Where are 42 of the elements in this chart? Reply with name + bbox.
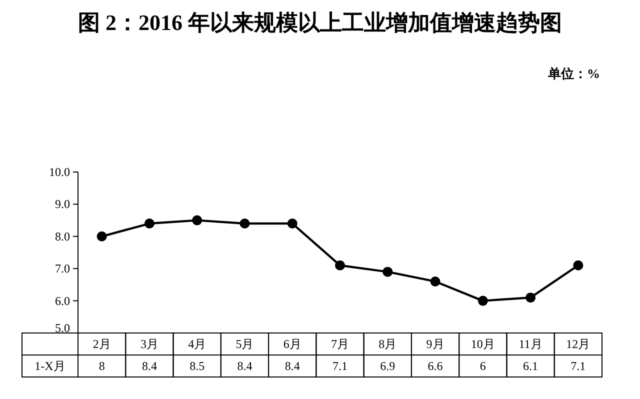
point — [526, 292, 536, 303]
data-label: 6.6 — [428, 359, 443, 373]
x-tick-label: 4月 — [188, 337, 206, 351]
data-label: 6.9 — [380, 359, 396, 373]
chart-title: 图 2：2016 年以来规模以上工业增加值增速趋势图 — [78, 10, 562, 35]
data-label: 8.4 — [142, 359, 157, 373]
x-tick-label: 7月 — [331, 337, 349, 351]
x-tick-label: 2月 — [92, 337, 111, 351]
legend-label: 1-X月 — [34, 359, 66, 373]
y-tick-label: 10.0 — [49, 165, 70, 179]
x-tick-label: 11月 — [518, 337, 542, 351]
point — [192, 215, 202, 226]
point — [430, 276, 440, 286]
data-label: 6 — [480, 359, 486, 373]
x-tick-label: 6月 — [283, 337, 302, 351]
x-tick-label: 12月 — [566, 337, 590, 351]
point — [287, 218, 298, 229]
x-tick-label: 9月 — [426, 337, 444, 351]
y-tick-label: 8.0 — [55, 229, 70, 244]
point — [335, 260, 345, 270]
y-tick-label: 6.0 — [55, 294, 70, 308]
y-tick-label: 7.0 — [55, 262, 70, 276]
text: 单位：% — [547, 66, 600, 81]
data-label: 6.1 — [523, 359, 538, 373]
x-tick-label: 10月 — [470, 337, 495, 351]
point — [573, 260, 584, 270]
point — [144, 218, 154, 229]
y-tick-label: 5.0 — [55, 321, 70, 335]
data-label: 7.1 — [570, 359, 586, 373]
data-label: 8.5 — [190, 359, 205, 373]
data-label: 8.4 — [284, 359, 300, 373]
data-label: 8 — [98, 359, 105, 373]
x-tick-label: 3月 — [140, 337, 158, 351]
point — [240, 218, 250, 229]
data-label: 8.4 — [237, 359, 252, 373]
y-tick-label: 9.0 — [55, 197, 70, 212]
data-label: 7.1 — [332, 359, 348, 373]
x-tick-label: 5月 — [236, 337, 254, 351]
point — [478, 296, 488, 306]
x-tick-label: 8月 — [378, 337, 397, 351]
point — [382, 266, 393, 277]
point — [96, 231, 107, 242]
